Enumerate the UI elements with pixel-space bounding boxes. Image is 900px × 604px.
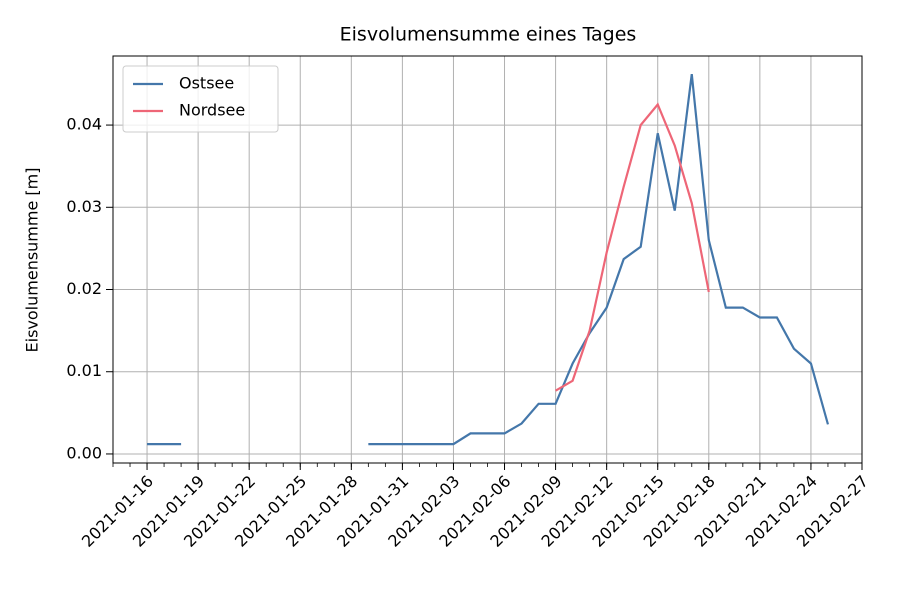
y-tick-label: 0.00 [66,443,102,462]
y-tick-label: 0.02 [66,279,102,298]
legend-box [122,65,279,133]
series-line [147,73,830,446]
legend-label: Nordsee [179,101,245,120]
y-tick-label: 0.04 [66,115,102,134]
y-tick-label: 0.03 [66,197,102,216]
series-line [555,102,710,392]
y-axis-label: Eisvolumensumme [m] [23,168,42,353]
legend: Ostsee Nordsee [122,65,279,133]
y-tick-label: 0.01 [66,361,102,380]
plot-frame [112,55,863,464]
legend-label: Ostsee [179,74,234,93]
chart-title: Eisvolumensumme eines Tages [340,24,637,46]
